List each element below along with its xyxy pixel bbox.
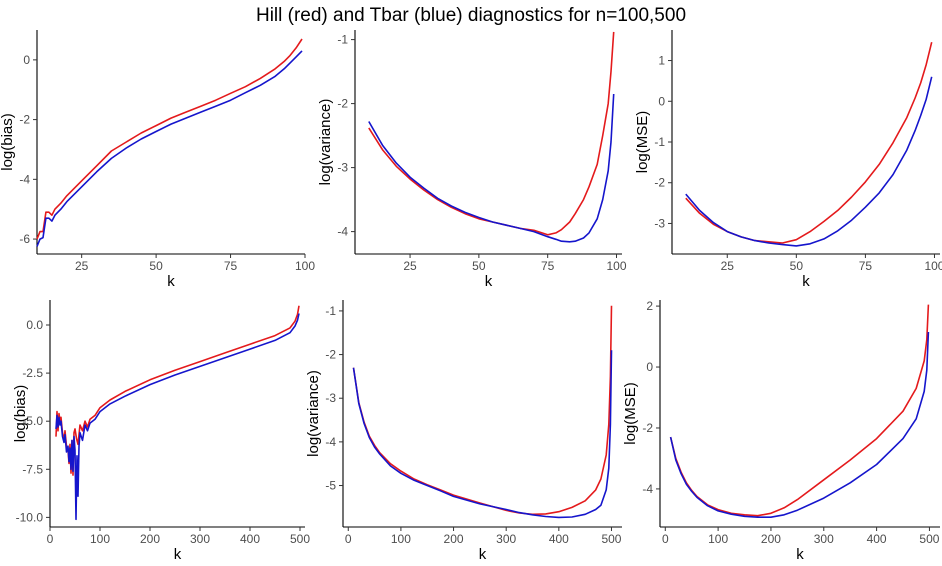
y-tick-label: -4: [19, 172, 30, 186]
y-axis-label: log(bias): [12, 385, 29, 443]
x-tick-label: 0: [662, 532, 669, 546]
series-line-tbar: [352, 350, 613, 519]
x-tick-label: 100: [708, 532, 728, 546]
y-tick-label: 0: [23, 53, 30, 67]
y-tick-label: 0: [658, 94, 665, 108]
y-tick-label: -2: [325, 348, 336, 362]
x-tick-label: 0: [47, 532, 54, 546]
y-tick-label: -1: [337, 33, 348, 47]
x-tick-label: 200: [444, 532, 464, 546]
x-tick-label: 500: [601, 532, 621, 546]
y-tick-label: -5.0: [22, 414, 43, 428]
x-tick-label: 400: [549, 532, 569, 546]
y-tick-label: -4: [325, 435, 336, 449]
x-tick-label: 400: [867, 532, 887, 546]
x-tick-label: 25: [721, 259, 735, 273]
series-line-tbar: [669, 331, 930, 519]
x-tick-label: 500: [919, 532, 939, 546]
y-tick-label: -6: [19, 232, 30, 246]
x-tick-label: 400: [240, 532, 260, 546]
y-tick-label: -3: [654, 216, 665, 230]
panel-6: 0 100 200 300 400 500 -4 -2 0 2 k log(MSE): [622, 299, 940, 563]
x-tick-label: 25: [75, 259, 89, 273]
panel-5: 0 100 200 300 400 500 -5 -4 -3 -2 -1 k log(variance): [305, 300, 622, 563]
series-line-hill: [352, 305, 613, 516]
x-tick-label: 200: [761, 532, 781, 546]
x-tick-label: 75: [859, 259, 873, 273]
x-tick-label: 200: [140, 532, 160, 546]
series-line-tbar: [685, 76, 933, 247]
y-tick-label: -5: [325, 479, 336, 493]
series-line-tbar: [36, 50, 303, 247]
x-axis-label: k: [796, 546, 804, 563]
y-axis-label: log(MSE): [634, 111, 651, 174]
figure-title: Hill (red) and Tbar (blue) diagnostics f…: [256, 5, 686, 26]
x-axis-label: k: [174, 546, 182, 563]
y-tick-label: -7.5: [22, 462, 43, 476]
x-tick-label: 300: [496, 532, 516, 546]
x-axis-label: k: [802, 273, 810, 290]
y-tick-label: -2: [654, 176, 665, 190]
x-tick-label: 50: [149, 259, 163, 273]
x-axis-label: k: [167, 273, 175, 290]
panel-3: 25 50 75 100 -3 -2 -1 0 1 k log(MSE): [634, 30, 942, 290]
y-tick-label: 0: [646, 360, 653, 374]
x-axis-label: k: [485, 273, 493, 290]
y-tick-label: 0.0: [26, 318, 43, 332]
series-line-tbar: [368, 93, 615, 243]
panel-2: 25 50 75 100 -4 -3 -2 -1 k log(variance): [317, 30, 627, 290]
x-tick-label: 500: [290, 532, 310, 546]
y-axis-label: log(MSE): [622, 382, 639, 445]
series-line-hill: [685, 42, 933, 244]
x-tick-label: 75: [224, 259, 238, 273]
panel-1: 25 50 75 100 -6 -4 -2 0 k log(bias): [0, 30, 315, 290]
x-axis-label: k: [479, 546, 487, 563]
x-tick-label: 75: [541, 259, 555, 273]
x-tick-label: 100: [606, 259, 626, 273]
y-tick-label: -4: [642, 482, 653, 496]
x-tick-label: 50: [790, 259, 804, 273]
series-line-tbar: [55, 313, 300, 521]
y-tick-label: -3: [337, 161, 348, 175]
series-line-hill: [55, 305, 300, 476]
y-tick-label: -4: [337, 225, 348, 239]
x-tick-label: 25: [403, 259, 417, 273]
y-tick-label: -2.5: [22, 366, 43, 380]
y-tick-label: -2: [642, 421, 653, 435]
y-tick-label: -2: [19, 113, 30, 127]
y-axis-label: log(variance): [317, 99, 334, 186]
y-tick-label: -3: [325, 391, 336, 405]
y-tick-label: -1: [325, 304, 336, 318]
panel-4: 0 100 200 300 400 500 -10.0 -7.5 -5.0 -2.5 0.0 k log…: [12, 300, 310, 563]
y-tick-label: 1: [658, 54, 665, 68]
y-axis-label: log(bias): [0, 113, 16, 171]
x-tick-label: 300: [814, 532, 834, 546]
series-line-hill: [36, 38, 303, 240]
y-tick-label: -1: [654, 135, 665, 149]
y-tick-label: -2: [337, 97, 348, 111]
y-tick-label: 2: [646, 299, 653, 313]
x-tick-label: 100: [924, 259, 942, 273]
series-line-hill: [368, 31, 615, 236]
x-tick-label: 100: [295, 259, 315, 273]
x-tick-label: 300: [190, 532, 210, 546]
x-tick-label: 50: [472, 259, 486, 273]
x-tick-label: 100: [90, 532, 110, 546]
y-tick-label: -10.0: [16, 510, 44, 524]
x-tick-label: 0: [345, 532, 352, 546]
y-axis-label: log(variance): [305, 370, 322, 457]
x-tick-label: 100: [391, 532, 411, 546]
series-line-hill: [669, 304, 930, 517]
